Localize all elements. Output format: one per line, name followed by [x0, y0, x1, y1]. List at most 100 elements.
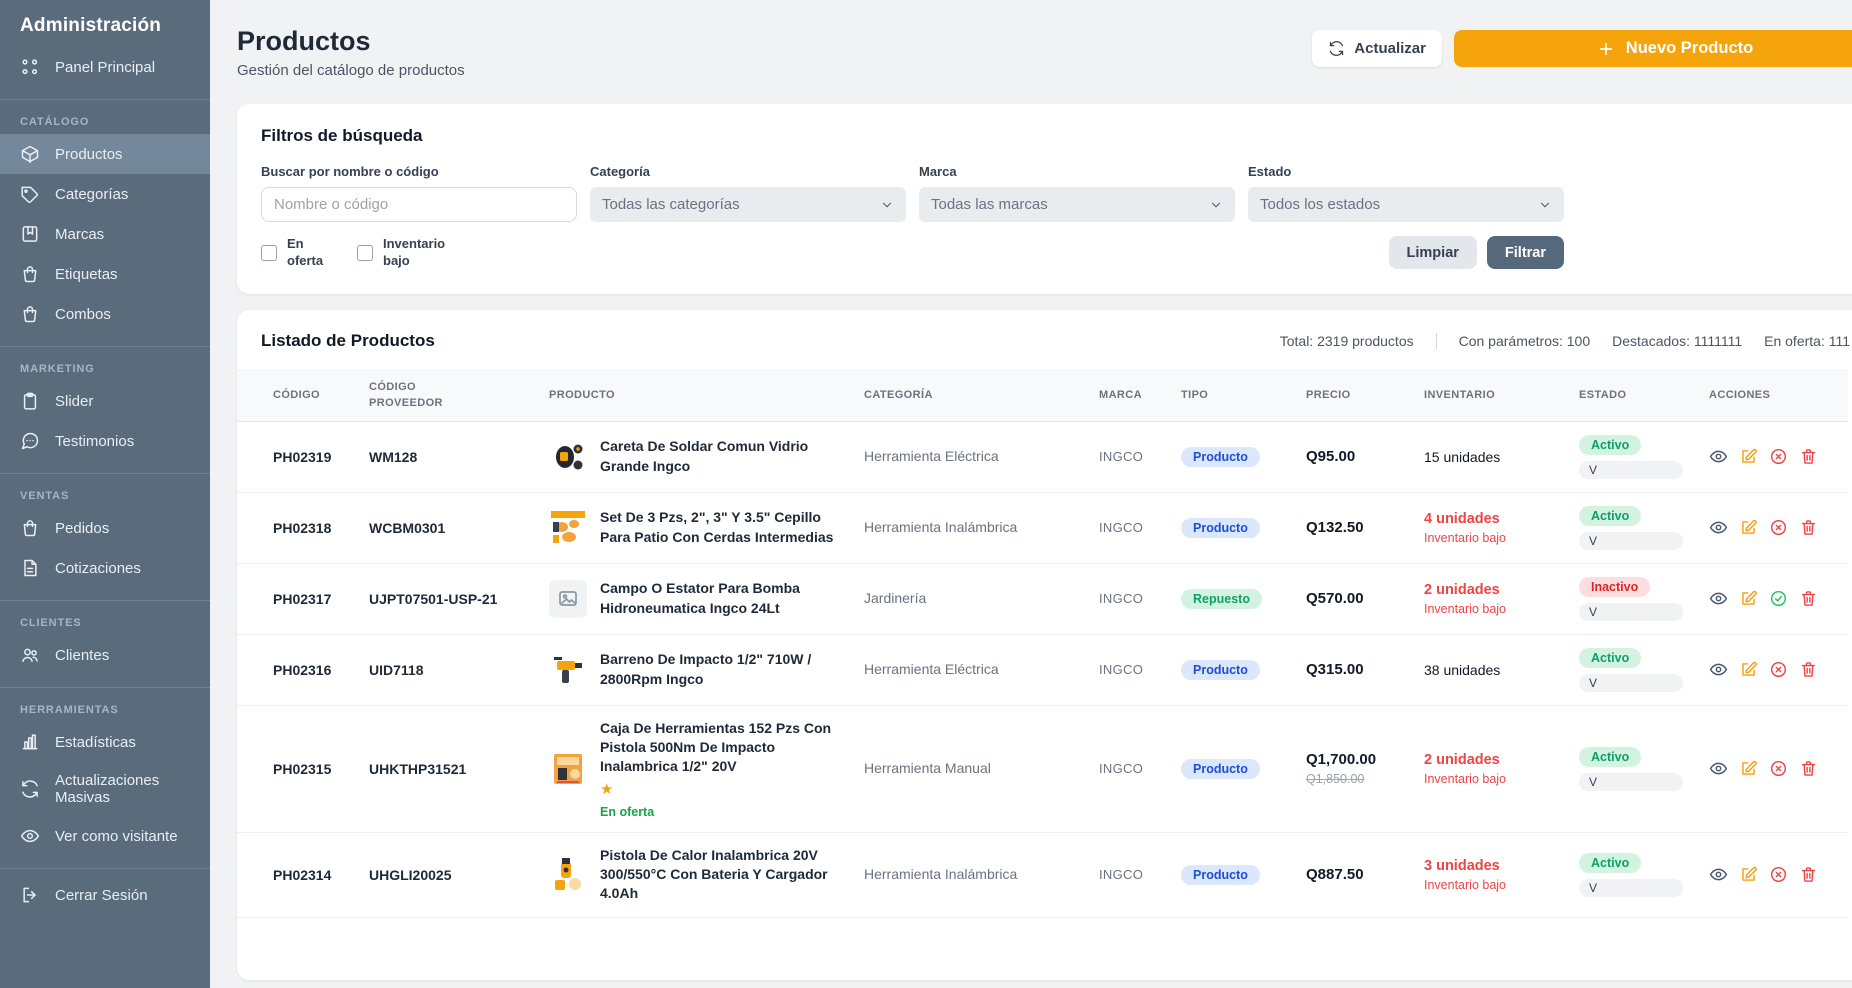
placeholder-product-image: [549, 579, 587, 618]
sidebar-section: MARKETING Slider Testimonios: [0, 346, 210, 463]
delete-product-button[interactable]: [1799, 518, 1818, 537]
product-name: Campo O Estator Para Bomba Hidroneumatic…: [600, 580, 800, 616]
sidebar-section: Panel Principal: [0, 47, 210, 89]
sidebar-item-label: Testimonios: [55, 432, 135, 450]
inventory-count: 3 unidades: [1424, 857, 1500, 874]
apply-filters-button[interactable]: Filtrar: [1486, 236, 1564, 270]
sidebar-item-combos[interactable]: Combos: [0, 294, 210, 334]
delete-product-button[interactable]: [1799, 447, 1818, 466]
supplier-code: UJPT07501-USP-21: [369, 590, 498, 607]
table-row: PH02315 UHKTHP31521 Caja De Herramientas…: [237, 705, 1848, 833]
filters-grid: Buscar por nombre o código Categoría Tod…: [261, 164, 1852, 222]
bookmark-icon: [20, 224, 40, 244]
column-acciones: ACCIONES: [1697, 369, 1848, 422]
product-code: PH02316: [273, 661, 332, 678]
filters-title: Filtros de búsqueda: [261, 126, 423, 145]
view-product-button[interactable]: [1709, 589, 1728, 608]
status-badge: Inactivo: [1579, 576, 1651, 597]
sidebar-item-label: Etiquetas: [55, 265, 118, 283]
sidebar-item-productos[interactable]: Productos: [0, 134, 210, 174]
product-price: Q95.00: [1306, 448, 1356, 466]
view-product-button[interactable]: [1709, 865, 1728, 884]
view-product-button[interactable]: [1709, 660, 1728, 679]
sidebar-section: CLIENTES Clientes: [0, 600, 210, 677]
toggle-status-button[interactable]: [1769, 660, 1788, 679]
toggle-status-button[interactable]: [1769, 518, 1788, 537]
refresh-button-label: Actualizar: [1354, 40, 1426, 57]
dashboard-icon: [20, 57, 40, 77]
sidebar-item-etiquetas[interactable]: Etiquetas: [0, 254, 210, 294]
view-product-button[interactable]: [1709, 759, 1728, 778]
clear-filters-button[interactable]: Limpiar: [1388, 236, 1477, 270]
sidebar-nav: Panel Principal CATÁLOGO Productos Categorí…: [0, 47, 210, 917]
product-category: Herramienta Manual: [864, 759, 991, 776]
chart-icon: [20, 732, 40, 752]
deactivate-icon: [1770, 449, 1787, 465]
low-stock-checkbox[interactable]: [357, 244, 373, 261]
sidebar-item-slider[interactable]: Slider: [0, 381, 210, 421]
product-price: Q315.00: [1306, 661, 1364, 679]
edit-product-button[interactable]: [1739, 447, 1758, 466]
type-badge: Producto: [1181, 446, 1260, 467]
edit-icon: [1742, 760, 1757, 775]
product-code: PH02317: [273, 590, 332, 607]
delete-product-button[interactable]: [1799, 660, 1818, 679]
low-stock-note: Inventario bajo: [1424, 601, 1507, 616]
offer-checkbox[interactable]: [261, 244, 277, 261]
sidebar-item-cotizaciones[interactable]: Cotizaciones: [0, 548, 210, 588]
product-brand: INGCO: [1099, 448, 1144, 464]
delete-product-button[interactable]: [1799, 865, 1818, 884]
sidebar-section: HERRAMIENTAS Estadísticas Actualizaciones …: [0, 687, 210, 858]
sidebar-item-estadisticas[interactable]: Estadísticas: [0, 722, 210, 762]
delete-icon: [1801, 449, 1816, 464]
toggle-status-button[interactable]: [1769, 865, 1788, 884]
status-select[interactable]: Todos los estados: [1248, 187, 1564, 222]
view-product-button[interactable]: [1709, 518, 1728, 537]
status-sub-pill: V: [1579, 531, 1683, 550]
edit-product-button[interactable]: [1739, 518, 1758, 537]
sidebar-item-marcas[interactable]: Marcas: [0, 214, 210, 254]
view-product-button[interactable]: [1709, 447, 1728, 466]
toggle-status-button[interactable]: [1769, 447, 1788, 466]
delete-product-button[interactable]: [1799, 589, 1818, 608]
sidebar-item-cerrar-sesion[interactable]: Cerrar Sesión: [0, 875, 210, 915]
row-actions: [1709, 759, 1836, 778]
page-subtitle: Gestión del catálogo de productos: [237, 62, 465, 79]
delete-product-button[interactable]: [1799, 759, 1818, 778]
sidebar-item-ver-como-visitante[interactable]: Ver como visitante: [0, 816, 210, 856]
category-label: Categoría: [590, 164, 650, 179]
supplier-code: UHGLI20025: [369, 866, 452, 883]
header-actions: Actualizar Nuevo Producto: [1312, 24, 1852, 80]
sidebar-item-testimonios[interactable]: Testimonios: [0, 421, 210, 461]
toggle-status-button[interactable]: [1769, 589, 1788, 608]
search-input[interactable]: [261, 187, 577, 222]
refresh-button[interactable]: Actualizar: [1312, 30, 1442, 67]
brand-select[interactable]: Todas las marcas: [919, 187, 1235, 222]
category-select-value: Todas las categorías: [602, 196, 740, 213]
offer-checkbox-wrap: En oferta: [261, 236, 331, 270]
table-header-row: CÓDIGO CÓDIGO PROVEEDOR PRODUCTO CATEGOR…: [237, 369, 1848, 422]
sidebar-item-panel-principal[interactable]: Panel Principal: [0, 47, 210, 87]
deactivate-icon: [1770, 520, 1787, 536]
new-product-button[interactable]: Nuevo Producto: [1454, 30, 1852, 67]
sidebar-item-pedidos[interactable]: Pedidos: [0, 508, 210, 548]
edit-product-button[interactable]: [1739, 865, 1758, 884]
table-row: PH02317 UJPT07501-USP-21 Campo O Estator…: [237, 563, 1848, 635]
product-name: Set De 3 Pzs, 2", 3" Y 3.5" Cepillo Para…: [600, 509, 834, 545]
edit-product-button[interactable]: [1739, 589, 1758, 608]
sidebar-item-actualizaciones-masivas[interactable]: Actualizaciones Masivas: [0, 762, 210, 816]
sidebar-item-clientes[interactable]: Clientes: [0, 635, 210, 675]
users-icon: [22, 648, 38, 662]
toggle-status-button[interactable]: [1769, 759, 1788, 778]
edit-product-button[interactable]: [1739, 759, 1758, 778]
status-badge: Activo: [1579, 852, 1642, 873]
document-icon: [20, 558, 40, 578]
column-precio: PRECIO: [1294, 369, 1412, 422]
products-table: CÓDIGO CÓDIGO PROVEEDOR PRODUCTO CATEGOR…: [237, 369, 1848, 918]
product-category: Herramienta Inalámbrica: [864, 518, 1018, 535]
category-select[interactable]: Todas las categorías: [590, 187, 906, 222]
deactivate-icon: [1770, 867, 1787, 883]
sidebar-item-label: Estadísticas: [55, 733, 136, 751]
sidebar-item-categorias[interactable]: Categorías: [0, 174, 210, 214]
edit-product-button[interactable]: [1739, 660, 1758, 679]
